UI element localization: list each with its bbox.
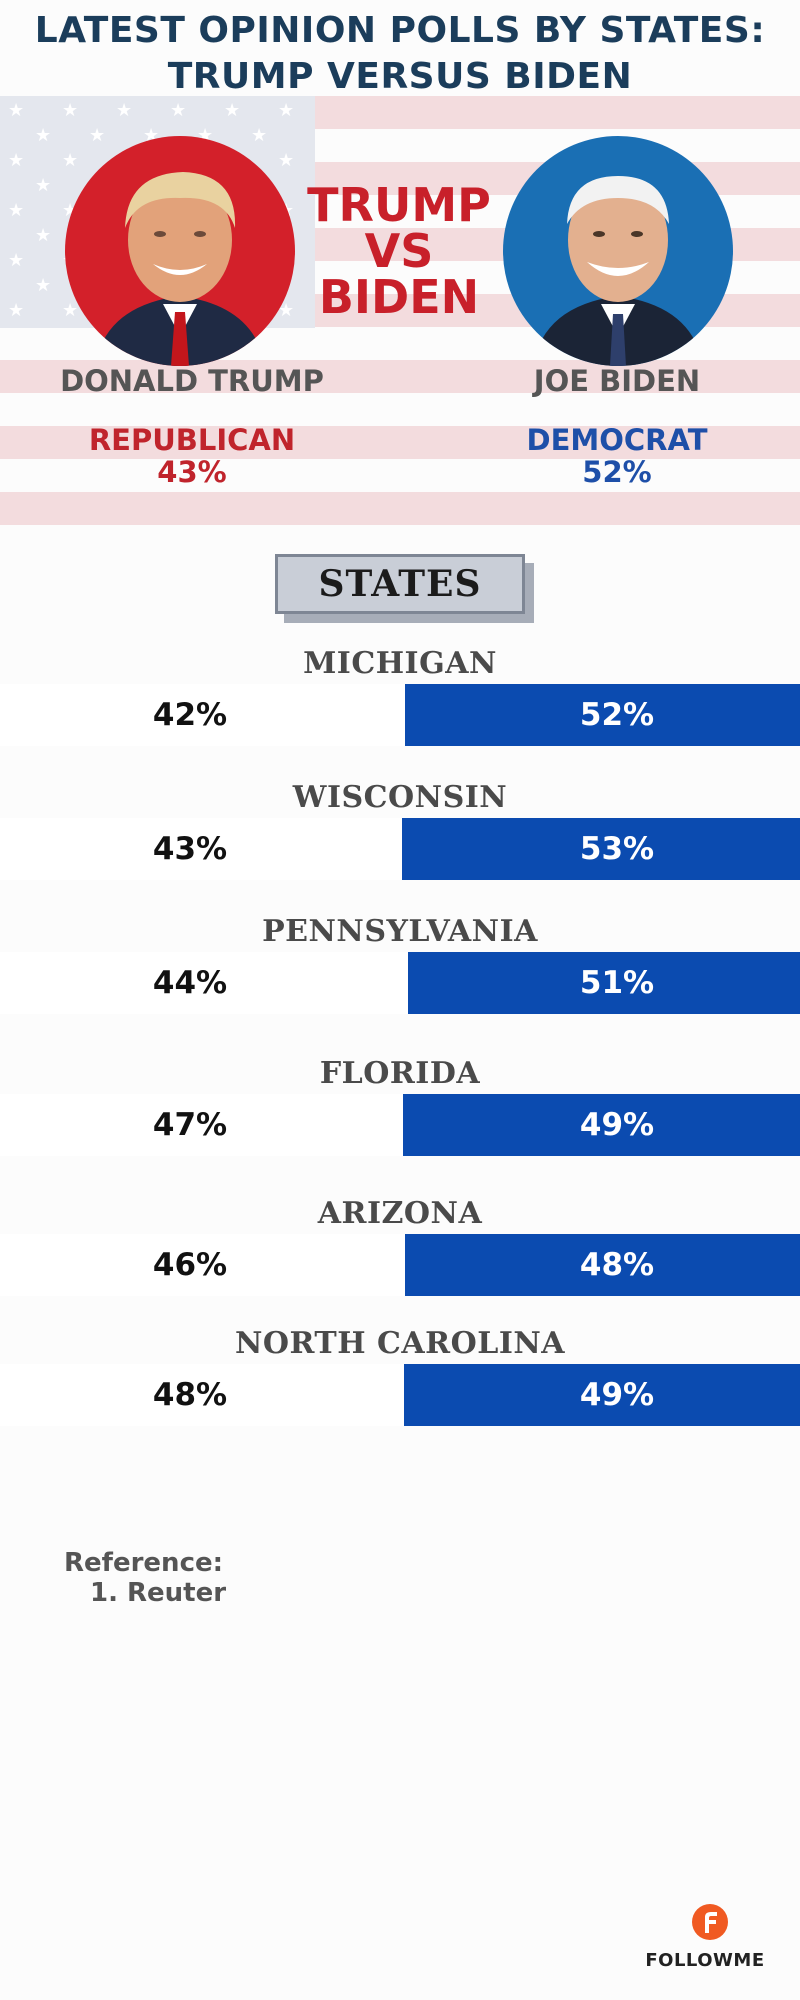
flag-star-icon: ★ [62,100,79,121]
state-row: 42% 52% [0,684,800,746]
biden-state-pct: 49% [579,1107,655,1143]
biden-bar [404,1364,800,1426]
state-row: 47% 49% [0,1094,800,1156]
trump-state-pct: 42% [152,697,228,733]
flag-stripe [0,360,800,393]
flag-star-icon: ★ [278,300,295,321]
followme-logo-icon [692,1904,728,1940]
flag-star-icon: ★ [251,125,268,146]
trump-state-pct: 46% [152,1247,228,1283]
biden-state-pct: 51% [579,965,655,1001]
trump-portrait-icon [95,172,265,366]
flag-star-icon: ★ [8,300,25,321]
flag-star-icon: ★ [8,100,25,121]
biden-portrait [503,136,733,366]
flag-stripe [0,492,800,525]
biden-state-pct: 53% [579,831,655,867]
flag-star-icon: ★ [62,150,79,171]
biden-bar [403,1094,800,1156]
flag-star-icon: ★ [116,100,133,121]
state-name: MICHIGAN [303,646,497,681]
flag-star-icon: ★ [89,125,106,146]
biden-state-pct: 48% [579,1247,655,1283]
state-name: NORTH CAROLINA [234,1326,566,1361]
state-name: WISCONSIN [292,780,508,815]
biden-party: DEMOCRAT [526,423,708,457]
state-name: FLORIDA [319,1056,481,1091]
trump-state-pct: 48% [152,1377,228,1413]
reference-heading: Reference: [64,1548,224,1578]
flag-star-icon: ★ [8,200,25,221]
state-row: 46% 48% [0,1234,800,1296]
flag-star-icon: ★ [170,100,187,121]
state-row: 44% 51% [0,952,800,1014]
biden-state-pct: 52% [579,697,655,733]
brand-name: FOLLOWME [645,1950,765,1971]
page-title: LATEST OPINION POLLS BY STATES: TRUMP VE… [34,10,766,97]
biden-bar [405,684,800,746]
trump-state-pct: 47% [152,1107,228,1143]
flag-star-icon: ★ [35,125,52,146]
biden-bar [402,818,800,880]
biden-state-pct: 49% [579,1377,655,1413]
state-row: 43% 53% [0,818,800,880]
flag-star-icon: ★ [35,225,52,246]
trump-name: DONALD TRUMP [60,364,324,398]
versus-heading: TRUMP VS BIDEN [307,178,491,324]
state-row: 48% 49% [0,1364,800,1426]
flag-star-icon: ★ [62,300,79,321]
flag-star-icon: ★ [278,100,295,121]
biden-national-pct: 52% [582,455,652,489]
flag-star-icon: ★ [35,275,52,296]
reference-item: 1. Reuter [90,1578,227,1608]
flag-star-icon: ★ [8,250,25,271]
states-heading: STATES [275,554,525,614]
flag-star-icon: ★ [224,100,241,121]
biden-bar [405,1234,800,1296]
state-name: ARIZONA [317,1196,483,1231]
trump-party: REPUBLICAN [88,423,296,457]
state-name: PENNSYLVANIA [262,914,538,949]
biden-bar [408,952,800,1014]
flag-stripe [0,426,800,459]
flag-star-icon: ★ [278,150,295,171]
biden-name: JOE BIDEN [533,364,701,398]
trump-state-pct: 44% [152,965,228,1001]
trump-state-pct: 43% [152,831,228,867]
hero-banner: ★★★★★★★★★★★★★★★★★★★★★★★★★★★★★★★★★★★★★★★★… [0,96,800,532]
trump-portrait [65,136,295,366]
trump-national-pct: 43% [157,455,227,489]
flag-star-icon: ★ [35,175,52,196]
flag-star-icon: ★ [8,150,25,171]
biden-portrait-icon [533,176,703,366]
